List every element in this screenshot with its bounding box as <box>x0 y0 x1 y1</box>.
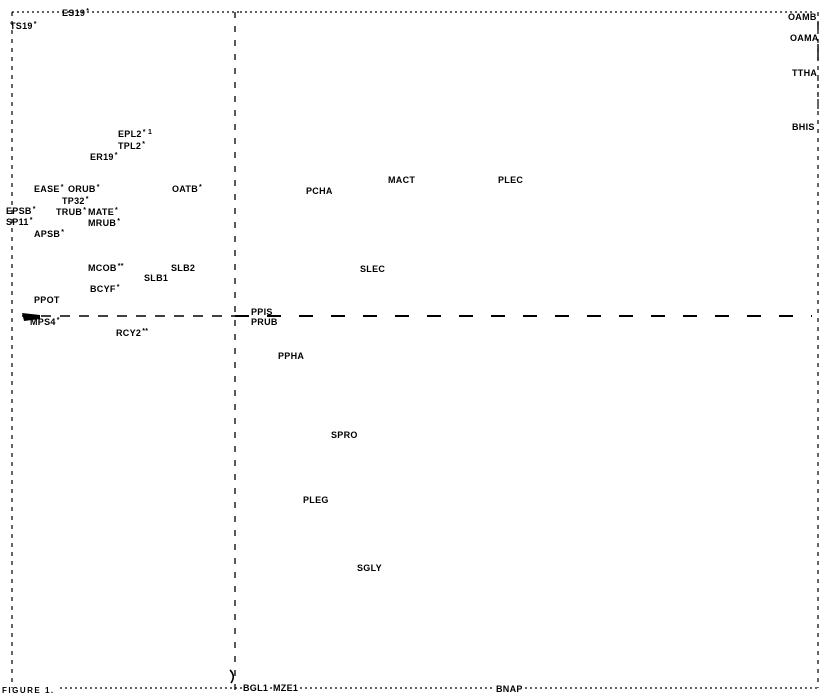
bottom-bracket <box>229 669 235 684</box>
label-es19: ES19* <box>62 8 90 18</box>
label-oama: OAMA <box>790 33 819 43</box>
label-mate: MATE* <box>88 207 119 217</box>
label-orub: ORUB* <box>68 184 100 194</box>
label-er19: ER19* <box>90 152 118 162</box>
label-bcyf: BCYF* <box>90 284 120 294</box>
label-ppot: PPOT <box>34 295 60 305</box>
label-pcha: PCHA <box>306 186 333 196</box>
label-apsb: APSB* <box>34 229 65 239</box>
label-oamb: OAMB <box>788 12 817 22</box>
label-oatb: OATB* <box>172 184 203 194</box>
label-ease: EASE* <box>34 184 64 194</box>
label-mps4: MPS4* <box>30 317 60 327</box>
label-tpl2: TPL2* <box>118 141 146 151</box>
label-ts19: TS19* <box>10 21 37 31</box>
label-ppis: PPIS <box>251 307 273 317</box>
label-epsb: EPSB* <box>6 206 36 216</box>
label-slb2: SLB2 <box>171 263 196 273</box>
label-rcy2: RCY2** <box>116 328 149 338</box>
axis-arrow-marker <box>22 313 40 321</box>
label-sp11: SP11* <box>6 217 33 227</box>
label-tp32: TP32* <box>62 196 89 206</box>
label-slec: SLEC <box>360 264 386 274</box>
label-prub: PRUB <box>251 317 278 327</box>
label-mze1: MZE1 <box>272 683 300 693</box>
label-bhis: BHIS <box>792 122 815 132</box>
label-mcob: MCOB** <box>88 263 124 273</box>
label-sgly: SGLY <box>357 563 382 573</box>
label-plec: PLEC <box>498 175 524 185</box>
label-ppha: PPHA <box>278 351 305 361</box>
label-slb1: SLB1 <box>144 273 169 283</box>
label-mrub: MRUB* <box>88 218 121 228</box>
label-spro: SPRO <box>331 430 358 440</box>
label-ttha: TTHA <box>792 68 818 78</box>
label-epl2: EPL2* 1 <box>118 129 153 139</box>
label-mact: MACT <box>388 175 416 185</box>
figure-caption: FIGURE 1. <box>2 686 55 695</box>
label-pleg: PLEG <box>303 495 329 505</box>
label-bgl1: BGL1 <box>242 683 270 693</box>
label-bnap: BNAP <box>494 684 525 694</box>
label-trub: TRUB* <box>56 207 87 217</box>
